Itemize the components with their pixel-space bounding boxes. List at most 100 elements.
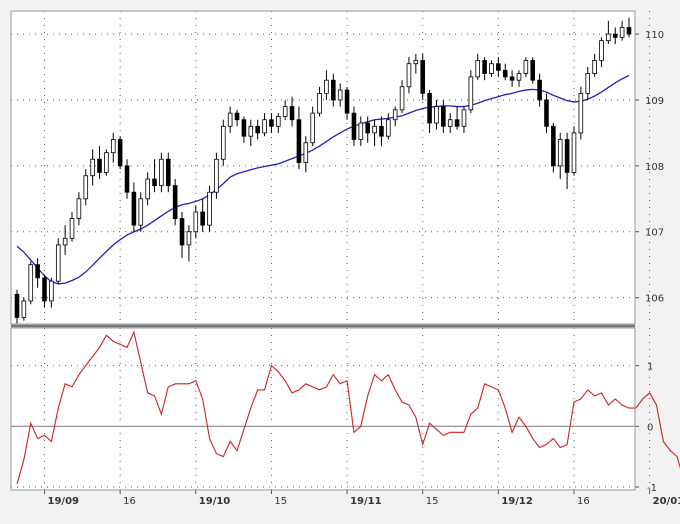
candle-up — [585, 73, 591, 94]
candle-up — [578, 92, 584, 134]
candle-up — [392, 109, 398, 121]
oscillator-line — [16, 330, 680, 485]
candle-up — [282, 106, 288, 117]
candle-down — [365, 122, 370, 134]
candle-up — [468, 76, 474, 111]
candle-up — [104, 152, 109, 173]
price-panel-border — [10, 10, 636, 325]
candle-down — [441, 106, 446, 127]
oscillator-y-tick-label: -1 — [647, 483, 657, 494]
axis-layer: 106 107 108 109 110 19/09 16 19/10 15 19/11 15 19/1… — [44, 30, 680, 507]
candle-up — [399, 86, 405, 111]
candle-up — [221, 125, 226, 160]
price-y-tick-label: 106 — [645, 294, 664, 305]
candle-down — [482, 60, 487, 74]
oscillator-y-tick-label: 1 — [647, 362, 653, 373]
candle-down — [42, 277, 47, 302]
candle-down — [35, 264, 40, 279]
x-tick-label: 16 — [123, 496, 136, 507]
candle-up — [69, 218, 75, 239]
candle-up — [21, 300, 27, 318]
candle-down — [331, 79, 336, 101]
candle-down — [97, 158, 102, 173]
candle-down — [454, 119, 460, 127]
candle-down — [351, 112, 357, 140]
candle-up — [90, 158, 95, 177]
candle-up — [110, 139, 116, 154]
candle-down — [544, 99, 549, 127]
candle-down — [612, 33, 618, 38]
candle-down — [296, 119, 302, 163]
candle-down — [626, 27, 632, 35]
x-tick-label: 16 — [577, 496, 590, 507]
candle-up — [62, 237, 68, 246]
candle-down — [172, 185, 178, 219]
price-y-tick-label: 110 — [645, 30, 664, 41]
oscillator-y-tick-label: 0 — [647, 422, 653, 433]
candle-up — [406, 63, 412, 88]
candles-layer — [14, 17, 632, 324]
candle-up — [516, 73, 522, 81]
candle-up — [55, 244, 61, 282]
candle-up — [76, 198, 82, 219]
candle-down — [241, 119, 247, 137]
candle-up — [159, 158, 164, 187]
candle-up — [310, 112, 315, 144]
candle-down — [379, 125, 384, 137]
candle-down — [165, 158, 171, 187]
oscillator-panel-border — [10, 327, 636, 491]
grid-layer — [11, 11, 651, 490]
candle-up — [193, 211, 199, 233]
candle-down — [234, 112, 240, 121]
price-y-tick-label: 108 — [645, 162, 664, 173]
candle-down — [269, 119, 274, 127]
candle-up — [303, 142, 309, 163]
candle-down — [502, 69, 508, 78]
x-tick-label: 15 — [274, 496, 287, 507]
candle-up — [49, 280, 54, 302]
candle-up — [606, 33, 611, 42]
candle-down — [551, 125, 556, 167]
moving-average-layer — [16, 74, 630, 285]
candle-up — [386, 119, 391, 137]
candle-up — [276, 116, 281, 127]
candle-down — [131, 191, 137, 226]
candle-up — [138, 198, 144, 226]
candle-down — [152, 178, 157, 187]
candle-up — [447, 119, 453, 127]
candle-up — [489, 63, 494, 75]
candle-up — [317, 92, 322, 114]
candle-down — [564, 139, 570, 173]
candle-down — [509, 76, 515, 81]
candle-down — [255, 125, 260, 134]
candle-down — [496, 63, 501, 71]
x-tick-label: 15 — [426, 496, 439, 507]
candle-up — [592, 60, 597, 74]
candle-up — [83, 175, 89, 200]
candle-up — [337, 89, 343, 101]
candle-down — [420, 60, 425, 94]
candle-down — [530, 60, 536, 81]
oscillator-panel — [11, 328, 635, 490]
x-tick-label: 20/01 — [653, 496, 680, 507]
candle-down — [124, 165, 130, 193]
oscillator-layer — [16, 330, 680, 485]
price-y-tick-label: 109 — [645, 96, 664, 107]
candle-up — [358, 122, 364, 140]
candle-up — [475, 60, 481, 78]
candle-down — [14, 293, 20, 318]
candle-down — [200, 211, 205, 226]
candle-up — [413, 60, 419, 65]
candle-down — [117, 139, 123, 167]
candle-up — [214, 158, 219, 193]
candle-down — [427, 92, 432, 124]
candle-up — [207, 191, 212, 226]
candle-down — [289, 106, 295, 121]
candle-down — [537, 79, 542, 101]
candle-up — [248, 125, 254, 137]
x-tick-label: 19/12 — [501, 496, 533, 507]
candle-up — [28, 264, 34, 302]
moving-average-line — [16, 74, 630, 285]
